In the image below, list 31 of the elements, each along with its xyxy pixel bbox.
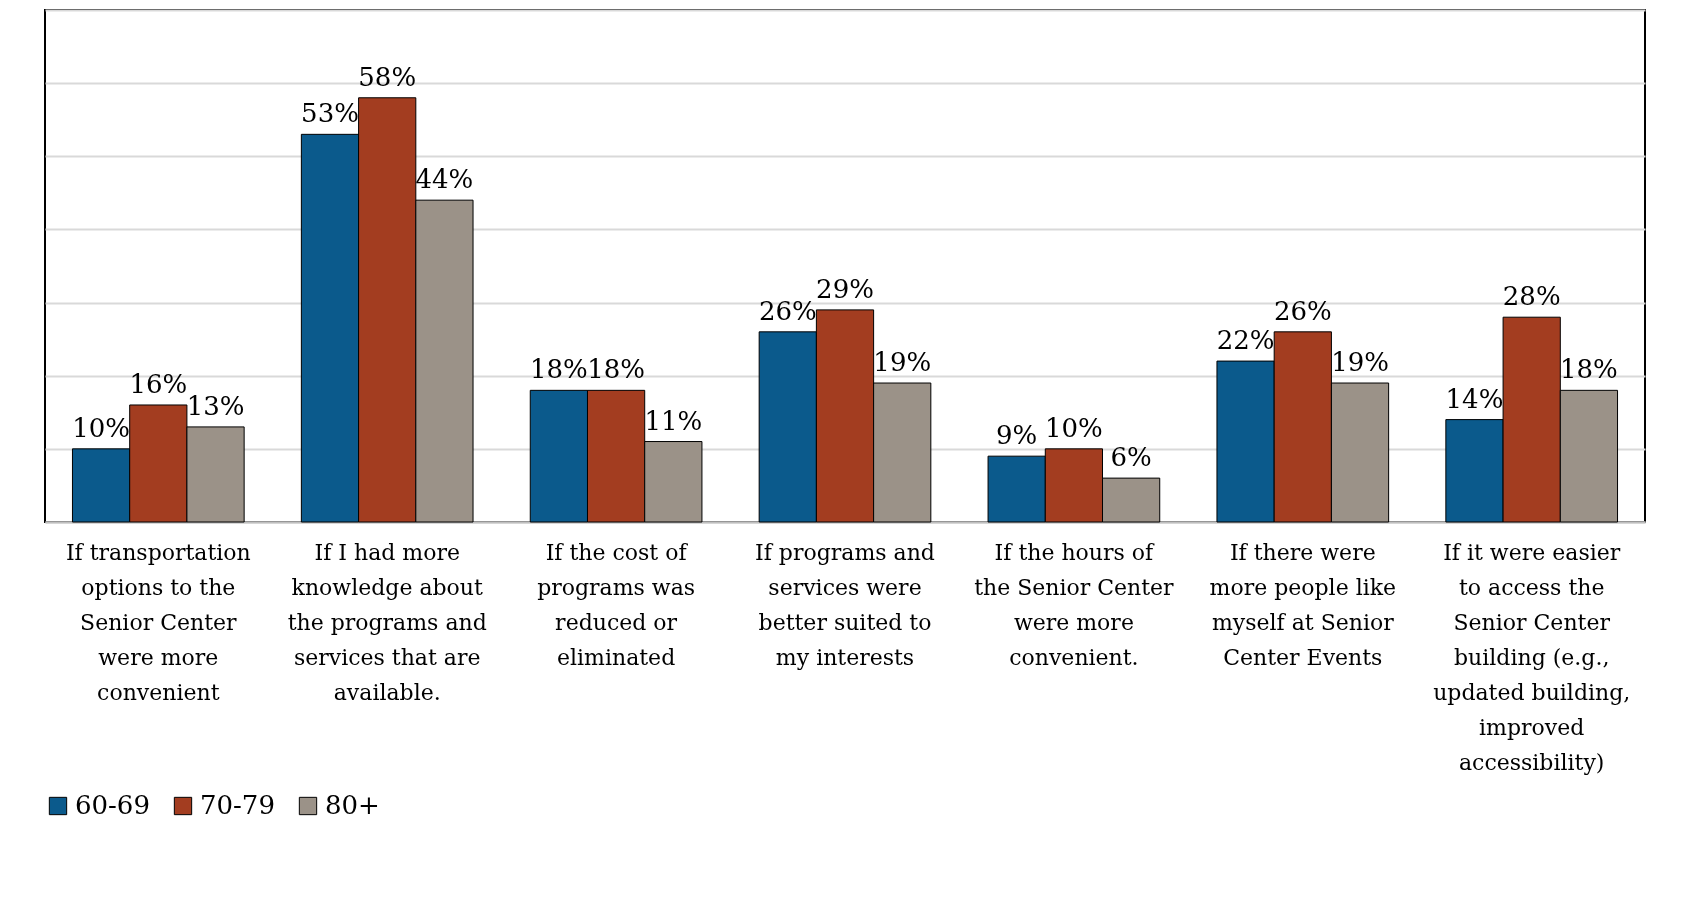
data-label: 26% xyxy=(1273,295,1332,326)
data-label: 29% xyxy=(816,273,874,304)
data-label: 10% xyxy=(72,412,130,443)
data-label: 22% xyxy=(1216,325,1275,356)
x-tick-label: If transportation options to the Senior Center were more convenient xyxy=(65,539,251,705)
data-label: 44% xyxy=(415,164,474,195)
legend-label: 70-79 xyxy=(200,790,275,820)
data-label: 58% xyxy=(358,61,417,92)
legend-label: 80+ xyxy=(325,790,380,820)
data-label: 28% xyxy=(1502,281,1561,312)
x-tick-label: If I had more knowledge about the programs and services that are available. xyxy=(287,539,487,705)
x-tick-label: If it were easier to access the Senior Center building (e.g., updated building, improved accessibility) xyxy=(1433,539,1631,775)
data-label: 53% xyxy=(301,98,359,129)
data-label: 9% xyxy=(996,420,1038,451)
x-tick-label: If there were more people like myself at Senior Center Events xyxy=(1209,539,1397,670)
data-label: 16% xyxy=(129,368,188,399)
data-label: 18% xyxy=(1560,354,1618,385)
x-tick-label: If the hours of the Senior Center were more convenient. xyxy=(974,539,1175,670)
x-tick-label: If programs and services were better suited to my interests xyxy=(755,539,935,670)
data-label: 13% xyxy=(186,390,245,421)
data-label: 14% xyxy=(1445,383,1504,414)
x-tick-label: If the cost of programs was reduced or eliminated xyxy=(537,539,696,670)
data-label: 18% xyxy=(529,354,588,385)
data-label: 6% xyxy=(1110,442,1152,473)
data-label: 18% xyxy=(587,354,645,385)
data-label: 11% xyxy=(644,405,703,436)
data-label: 26% xyxy=(758,295,817,326)
legend-label: 60-69 xyxy=(75,790,150,820)
data-label: 19% xyxy=(1331,347,1389,378)
data-label: 10% xyxy=(1045,412,1103,443)
data-label: 19% xyxy=(873,347,932,378)
